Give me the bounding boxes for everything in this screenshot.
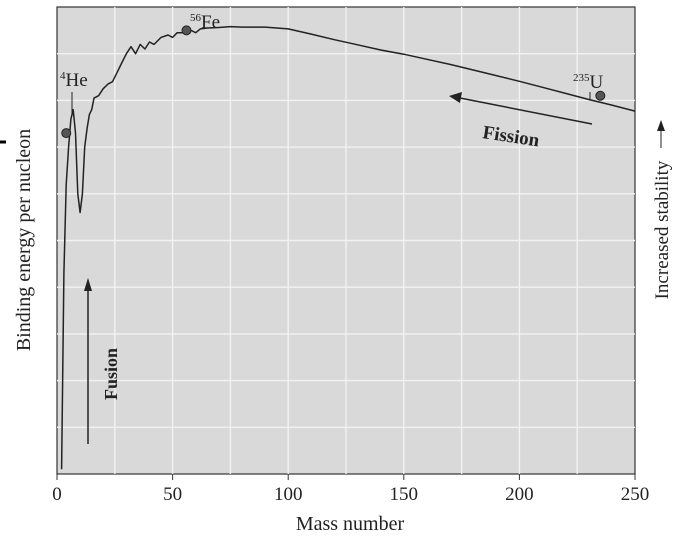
point-marker-fe: [181, 25, 192, 36]
x-tick-label: 100: [274, 484, 303, 505]
x-tick-label: 200: [505, 484, 534, 505]
binding-energy-curve: [60, 25, 636, 470]
fission-arrow: [449, 92, 593, 125]
series-layer: [60, 25, 636, 470]
u-label: 235U: [573, 72, 604, 93]
fusion-label: Fusion: [101, 348, 121, 400]
grid: [57, 7, 635, 474]
point-markers: [61, 25, 606, 139]
stability-arrow: [657, 120, 665, 148]
stability-label: Increased stability: [652, 160, 673, 299]
x-tick-label: 50: [163, 484, 182, 505]
y-axis-label: Binding energy per nucleon: [13, 129, 35, 351]
fusion-arrow: [84, 278, 92, 444]
x-axis-label: Mass number: [296, 513, 405, 535]
x-axis: 0 50 100 150 200 250: [52, 474, 649, 505]
point-marker-u: [595, 90, 606, 101]
he-label: 4He: [60, 70, 88, 91]
x-tick-label: 0: [52, 484, 62, 505]
x-tick-label: 150: [390, 484, 419, 505]
fe-label: 56Fe: [190, 12, 220, 33]
x-tick-label: 250: [621, 484, 650, 505]
point-marker-he: [61, 128, 72, 139]
